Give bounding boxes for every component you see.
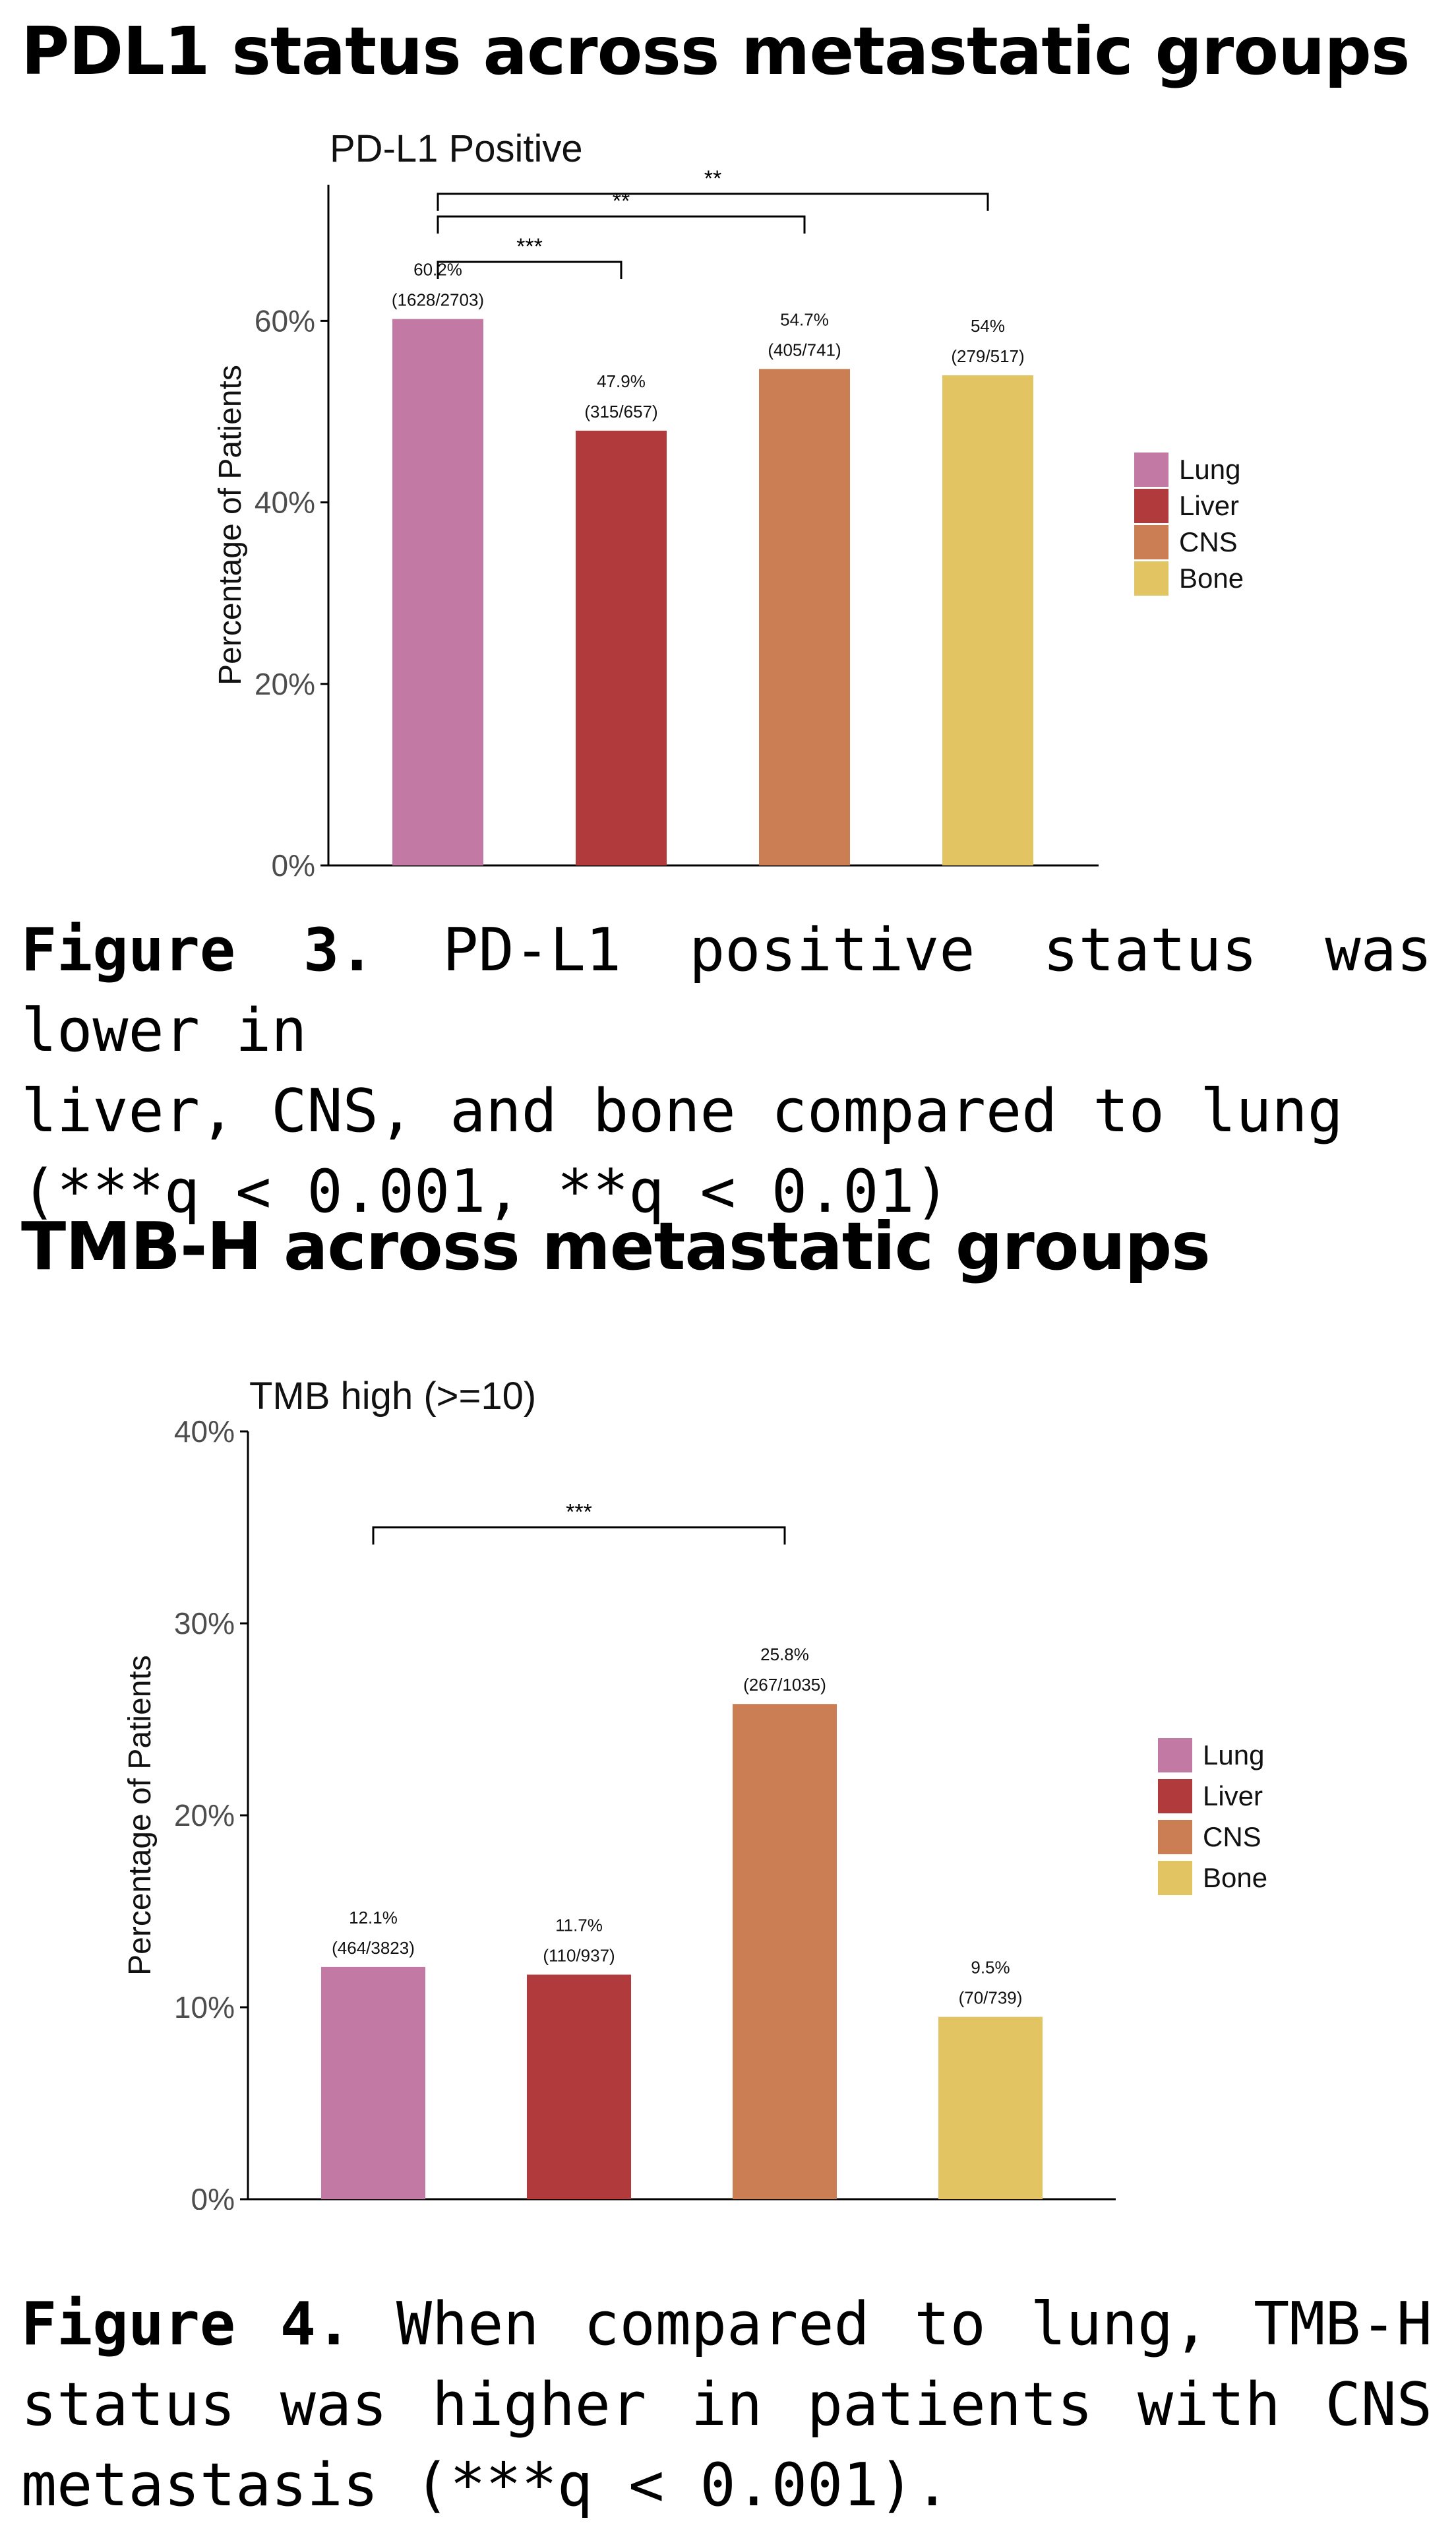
significance-label: *** (516, 234, 543, 259)
y-tick-label: 20% (174, 1798, 235, 1832)
legend-swatch (1158, 1738, 1192, 1772)
significance-label: ** (613, 189, 630, 214)
bar-count-label: (464/3823) (332, 1938, 415, 1958)
y-axis-label: Percentage of Patients (123, 1655, 158, 1976)
y-axis-label: Percentage of Patients (213, 365, 248, 685)
figure4-text-line1: When compared to lung, TMB-H (396, 2290, 1432, 2359)
y-tick-label: 60% (255, 303, 315, 338)
y-tick-label: 40% (255, 485, 315, 520)
bar-count-label: (1628/2703) (392, 290, 484, 310)
tmb-chart: TMB high (>=10) Percentage of Patients 0% 1… (123, 1375, 1267, 2210)
pdl1-heading: PDL1 status across metastatic groups (21, 13, 1410, 90)
figure3-text-line1: PD-L1 positive status was lower in (21, 916, 1432, 1065)
legend-swatch (1134, 489, 1168, 523)
legend-swatch (1158, 1861, 1192, 1895)
y-tick-label: 0% (191, 2182, 235, 2210)
legend-label: Lung (1179, 454, 1240, 485)
chart-title: PD-L1 Positive (330, 127, 583, 170)
figure4-caption: Figure 4. When compared to lung, TMB-H s… (21, 2284, 1432, 2526)
figure3-caption: Figure 3. PD-L1 positive status was lowe… (21, 910, 1432, 1232)
legend-swatch (1158, 1820, 1192, 1854)
y-tick-label: 30% (174, 1606, 235, 1641)
bar-count-label: (267/1035) (743, 1675, 826, 1695)
legend-swatch (1134, 525, 1168, 559)
bar-value-label: 11.7% (555, 1916, 603, 1935)
bar-bone (938, 2017, 1043, 2199)
bar-liver (576, 430, 667, 865)
bar-value-label: 54.7% (780, 309, 829, 329)
legend-label: Bone (1179, 563, 1244, 594)
legend-label: Bone (1203, 1862, 1267, 1893)
bar-count-label: (70/739) (959, 1988, 1023, 2008)
bar-count-label: (110/937) (543, 1946, 615, 1966)
bar-cns (733, 1704, 837, 2199)
y-tick-label: 10% (174, 1990, 235, 2024)
legend-label: Liver (1179, 490, 1239, 521)
bar-liver (527, 1974, 631, 2199)
figure3-label: Figure 3. (21, 916, 375, 985)
significance-bracket (372, 1526, 786, 1545)
bar-value-label: 25.8% (760, 1644, 809, 1664)
bar-cns (759, 369, 850, 865)
legend-label: CNS (1179, 526, 1238, 557)
bar-count-label: (315/657) (584, 402, 657, 422)
legend-swatch (1158, 1779, 1192, 1813)
pdl1-chart: PD-L1 Positive Percentage of Patients 0% 20… (213, 127, 1244, 883)
significance-bracket (437, 261, 622, 279)
significance-bracket (437, 193, 989, 211)
bar-value-label: 9.5% (971, 1958, 1010, 1978)
bar-count-label: (405/741) (768, 340, 841, 360)
y-tick-label: 40% (174, 1414, 235, 1449)
bar-lung (321, 1966, 425, 2199)
bar-value-label: 54% (971, 316, 1005, 336)
figure3-caption-line1: Figure 3. PD-L1 positive status was lowe… (21, 910, 1432, 1071)
figure3-caption-line3: (***q < 0.001, **q < 0.01) (21, 1157, 950, 1226)
legend-label: Liver (1203, 1780, 1263, 1811)
significance-label: *** (566, 1500, 592, 1525)
tmb-heading: TMB-H across metastatic groups (21, 1208, 1211, 1285)
significance-bracket (437, 215, 806, 234)
bar-bone (942, 375, 1033, 865)
bar-value-label: 47.9% (597, 371, 646, 391)
figure4-caption-line2: status was higher in patients with CNS (21, 2370, 1432, 2439)
figure4-caption-line3: metastasis (***q < 0.001). (21, 2451, 950, 2520)
chart-title: TMB high (>=10) (249, 1375, 536, 1418)
bar-value-label: 12.1% (349, 1908, 398, 1927)
legend-label: Lung (1203, 1739, 1264, 1770)
bar-lung (392, 319, 483, 865)
legend-label: CNS (1203, 1821, 1261, 1852)
legend-swatch (1134, 561, 1168, 596)
figure4-caption-line1: Figure 4. When compared to lung, TMB-H (21, 2284, 1432, 2365)
legend-swatch (1134, 453, 1168, 487)
significance-label: ** (704, 166, 721, 191)
y-tick-label: 0% (272, 848, 315, 883)
bar-count-label: (279/517) (951, 346, 1024, 366)
y-tick-label: 20% (255, 667, 315, 701)
figure3-caption-line2: liver, CNS, and bone compared to lung (21, 1077, 1343, 1146)
figure4-label: Figure 4. (21, 2290, 352, 2359)
